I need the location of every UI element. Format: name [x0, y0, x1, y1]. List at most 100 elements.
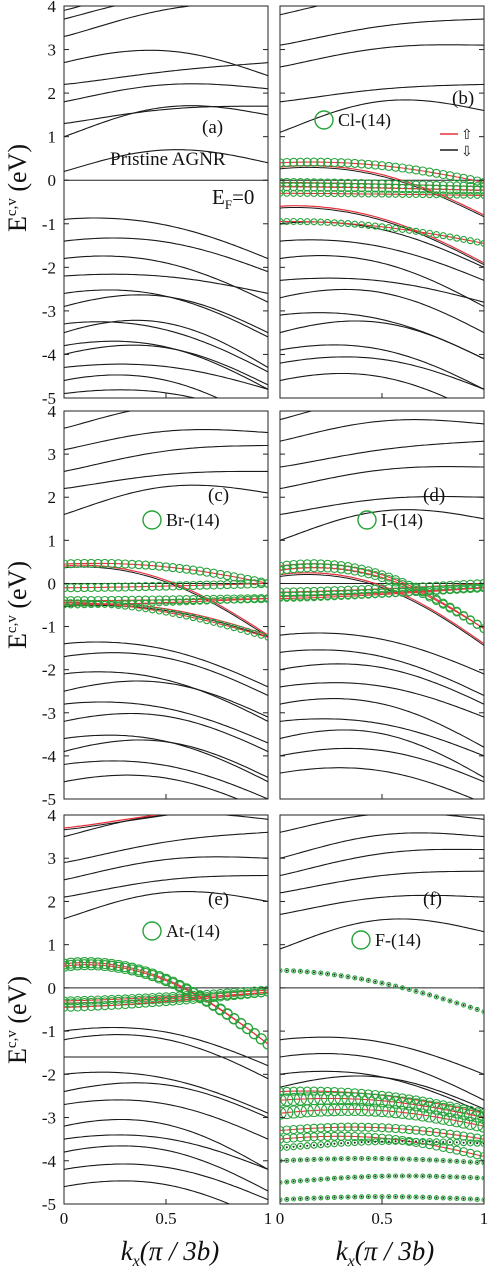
projection-marker [329, 182, 339, 192]
projection-dot [374, 1195, 377, 1198]
projection-marker [264, 633, 268, 641]
projection-marker [447, 1195, 453, 1201]
projection-marker [423, 1109, 437, 1123]
y-tick-label: 2 [48, 84, 57, 103]
projection-dot [394, 1195, 397, 1198]
projection-dot [280, 1146, 281, 1149]
y-tick-label: 3 [48, 445, 57, 464]
projection-marker [452, 607, 462, 617]
projection-marker [229, 579, 239, 589]
projection-marker [397, 1124, 407, 1134]
projection-marker [263, 987, 268, 997]
projection-dot [299, 1179, 302, 1182]
projection-marker [289, 157, 299, 167]
projection-marker [426, 1138, 434, 1146]
projection-dot [442, 1141, 445, 1143]
projection-marker [216, 620, 224, 628]
projection-marker [472, 185, 482, 195]
projection-marker [477, 1119, 484, 1133]
projection-marker [291, 968, 297, 974]
projection-marker [135, 599, 143, 607]
projection-marker [358, 1138, 366, 1146]
projection-marker [338, 973, 344, 979]
projected-band-line [64, 964, 268, 1045]
projection-marker [344, 190, 352, 198]
band-line [64, 49, 268, 77]
band-line [280, 288, 484, 334]
projection-marker [344, 220, 352, 228]
projection-marker [264, 594, 268, 603]
band-line [64, 429, 268, 451]
band-line [280, 466, 484, 490]
projection-marker [295, 1132, 305, 1143]
projection-marker [210, 597, 218, 605]
projection-marker [343, 1122, 353, 1132]
projection-marker [237, 596, 245, 604]
projection-marker [87, 599, 95, 607]
projection-dot [469, 1006, 472, 1009]
projection-marker [343, 182, 353, 193]
projection-marker [330, 1140, 338, 1148]
projection-marker [466, 1139, 474, 1147]
projection-marker [280, 1134, 285, 1144]
projection-marker [467, 1196, 473, 1202]
projection-marker [282, 1133, 292, 1144]
projection-marker [215, 580, 225, 590]
projection-marker [405, 1137, 413, 1145]
projection-marker [377, 161, 387, 171]
projection-dot [408, 1175, 411, 1177]
projection-marker [293, 1104, 307, 1118]
projection-marker [405, 589, 413, 597]
y-tick-label: -2 [42, 661, 56, 680]
projection-marker [317, 1141, 325, 1149]
projection-marker [358, 190, 366, 198]
projection-marker [302, 157, 312, 167]
band-line [64, 470, 268, 490]
projection-marker [427, 1157, 433, 1163]
projection-marker [440, 1158, 446, 1164]
projection-marker [257, 595, 265, 603]
projection-marker [147, 595, 157, 605]
projection-dot [319, 1196, 322, 1199]
projection-marker [405, 190, 413, 198]
projection-dot [455, 1002, 458, 1004]
projection-dot [469, 1198, 472, 1200]
projection-marker [466, 585, 474, 593]
projection-marker [297, 1157, 303, 1163]
projection-dot [428, 1140, 431, 1143]
projection-marker [467, 1004, 473, 1010]
band-line [64, 1118, 268, 1170]
projection-marker [80, 599, 88, 607]
x-axis-label-right: kx(π / 3b) [336, 1236, 435, 1270]
projection-marker [64, 960, 70, 972]
projection-marker [93, 1001, 103, 1011]
y-tick-label: 1 [48, 936, 57, 955]
y-tick-label: -4 [42, 1152, 57, 1171]
projection-marker [345, 1174, 351, 1181]
projection-marker [480, 239, 484, 247]
projected-band-line [280, 161, 484, 183]
projection-marker [392, 190, 400, 198]
projection-marker [93, 582, 103, 592]
band-line [280, 440, 484, 468]
projection-marker [404, 164, 414, 174]
projection-marker [412, 190, 420, 199]
projection-marker [280, 182, 285, 192]
projection-marker [372, 979, 378, 985]
projection-marker [323, 182, 333, 192]
y-tick-label: -5 [42, 790, 56, 809]
projection-marker [289, 564, 299, 574]
projected-band-line [64, 597, 268, 606]
projection-dot [387, 1195, 390, 1198]
band-line [280, 99, 484, 133]
projection-marker [363, 569, 373, 579]
projection-marker [127, 582, 137, 592]
projection-marker [147, 561, 157, 571]
band-line [280, 312, 484, 360]
projection-marker [357, 159, 367, 169]
projection-marker [336, 182, 346, 192]
projection-marker [358, 591, 366, 600]
band-line [280, 870, 484, 894]
projection-marker [107, 558, 117, 569]
